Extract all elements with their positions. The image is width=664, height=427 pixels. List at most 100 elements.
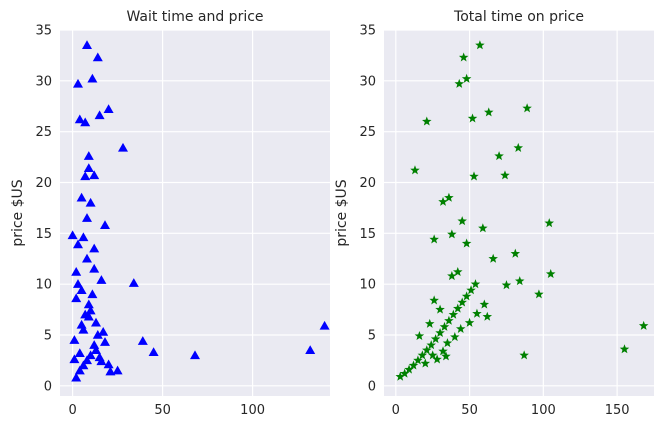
x-tick-label: 50 (461, 403, 478, 418)
data-point (96, 275, 107, 284)
data-point (484, 107, 494, 117)
data-point (422, 116, 432, 126)
data-point (461, 73, 472, 83)
data-point (619, 344, 630, 354)
data-point (67, 230, 78, 240)
data-point (444, 315, 454, 325)
y-axis-label-left: price $US (10, 179, 26, 246)
grid-right (384, 29, 654, 396)
data-point (83, 163, 94, 173)
x-ticks-left: 0 50 100 (68, 403, 265, 418)
data-point (435, 304, 445, 314)
data-point (422, 345, 432, 355)
y-tick-label: 0 (368, 379, 376, 394)
data-point (87, 289, 98, 299)
data-point (444, 192, 454, 202)
data-point (420, 358, 431, 368)
data-point (399, 368, 410, 378)
data-point (414, 331, 425, 341)
data-point (128, 278, 139, 287)
data-point (73, 239, 83, 249)
x-tick-label: 0 (392, 403, 400, 418)
data-point (98, 326, 109, 336)
data-point (522, 103, 532, 113)
data-point (488, 253, 498, 263)
data-point (457, 297, 467, 307)
data-point (514, 276, 525, 286)
data-point (82, 355, 92, 365)
data-point (430, 334, 441, 344)
data-point (482, 311, 493, 321)
y-tick-label: 15 (359, 227, 376, 242)
x-tick-label: 50 (154, 403, 171, 418)
data-point (76, 285, 87, 295)
data-point (71, 266, 82, 276)
data-point (448, 309, 459, 319)
data-point (501, 280, 512, 290)
data-point (441, 351, 451, 361)
data-point (417, 350, 428, 360)
data-point (478, 223, 488, 233)
data-point (424, 318, 435, 328)
data-point (395, 371, 405, 381)
data-point (479, 299, 490, 309)
data-point (494, 151, 504, 161)
data-point (427, 350, 438, 360)
chart-panel-right: 0 50 100 150 0 5 10 15 20 25 30 35 Total time on p… (334, 9, 654, 418)
chart-title-left: Wait time and price (126, 9, 263, 25)
data-point (447, 271, 457, 281)
data-point (435, 327, 445, 338)
chart-panel-left: 0 50 100 0 5 10 15 20 25 30 35 Wait time and pric… (10, 9, 330, 418)
x-tick-label: 100 (240, 403, 265, 418)
data-point (91, 317, 101, 327)
data-point (544, 218, 554, 228)
y-tick-label: 15 (35, 227, 52, 242)
data-point (429, 295, 439, 305)
data-point (475, 40, 485, 50)
data-point (545, 269, 556, 279)
data-point (510, 248, 521, 258)
data-point (80, 171, 91, 181)
y-tick-label: 30 (35, 74, 52, 89)
data-point (89, 263, 100, 273)
data-point (137, 336, 148, 345)
data-point (472, 308, 482, 318)
y-tick-label: 10 (359, 278, 376, 293)
data-point (76, 192, 87, 202)
data-point (85, 305, 96, 315)
x-tick-label: 0 (68, 403, 76, 418)
data-point (450, 332, 460, 342)
data-point (82, 213, 92, 222)
points-left (67, 40, 330, 382)
data-point (105, 366, 116, 376)
data-point (458, 52, 469, 62)
data-point (80, 117, 91, 127)
data-point (453, 266, 463, 277)
data-point (457, 216, 467, 226)
x-tick-label: 150 (605, 403, 630, 418)
y-tick-label: 25 (35, 125, 52, 140)
data-point (408, 360, 419, 370)
plot-area-left (60, 30, 330, 396)
data-point (305, 345, 316, 354)
y-tick-label: 25 (359, 125, 376, 140)
data-point (103, 359, 114, 369)
data-point (94, 352, 105, 362)
data-point (83, 299, 94, 309)
data-point (454, 78, 464, 88)
data-point (71, 372, 82, 382)
data-point (74, 348, 85, 358)
data-point (148, 347, 159, 357)
data-point (410, 165, 420, 175)
data-point (470, 279, 481, 289)
data-point (82, 253, 92, 263)
data-point (404, 364, 414, 374)
y-tick-label: 5 (368, 329, 376, 344)
y-tick-label: 35 (359, 24, 376, 39)
data-point (413, 355, 423, 365)
data-point (469, 171, 479, 181)
y-tick-label: 35 (35, 24, 52, 39)
data-point (638, 320, 649, 330)
data-point (461, 291, 472, 301)
